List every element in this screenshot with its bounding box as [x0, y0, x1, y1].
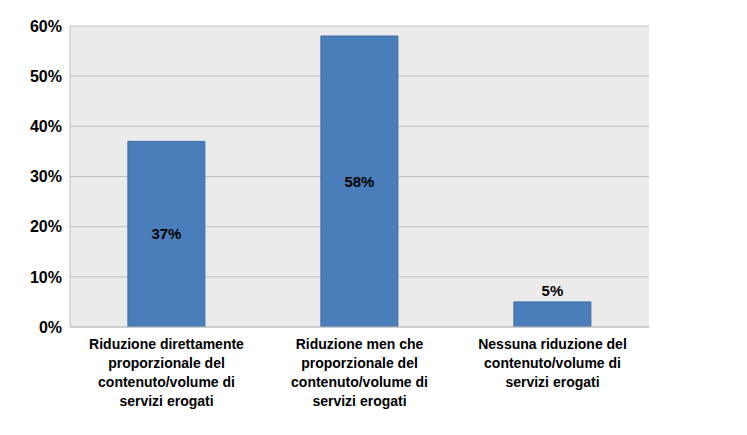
svg-text:Riduzione direttamenteproporzi: Riduzione direttamenteproporzionale delc… — [89, 336, 244, 409]
svg-text:30%: 30% — [30, 168, 62, 185]
svg-text:58%: 58% — [344, 173, 374, 190]
svg-text:0%: 0% — [39, 319, 62, 336]
svg-text:60%: 60% — [30, 18, 62, 35]
svg-text:Riduzione men cheproporzionale: Riduzione men cheproporzionale delconten… — [291, 336, 428, 409]
svg-text:Nessuna riduzione delcontenuto: Nessuna riduzione delcontenuto/volume di… — [478, 336, 627, 390]
svg-text:40%: 40% — [30, 118, 62, 135]
svg-text:37%: 37% — [151, 225, 181, 242]
svg-text:50%: 50% — [30, 68, 62, 85]
svg-text:20%: 20% — [30, 218, 62, 235]
svg-text:10%: 10% — [30, 269, 62, 286]
svg-text:5%: 5% — [542, 282, 564, 299]
